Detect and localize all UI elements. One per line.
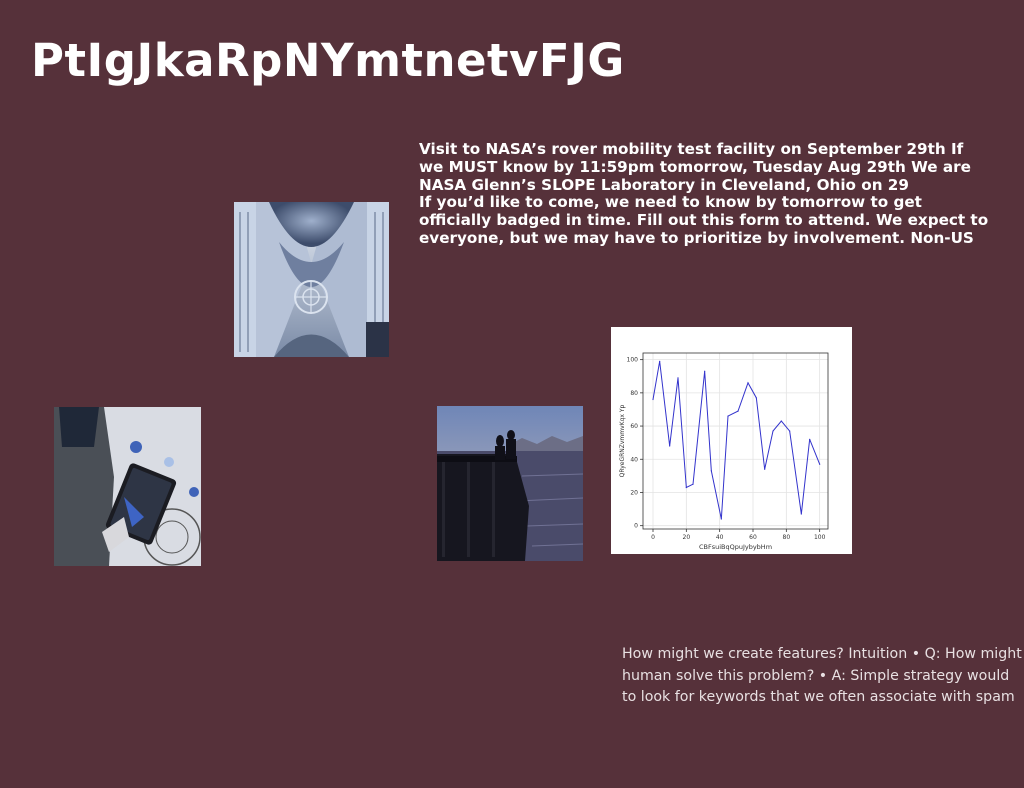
data-point [685, 486, 687, 489]
data-point [819, 463, 821, 465]
body-line: we MUST know by 11:59pm tomorrow, Tuesda… [419, 157, 971, 176]
caption-text: How might we create features? Intuition … [622, 644, 1022, 709]
y-tick-label: 20 [630, 489, 638, 496]
data-point [789, 430, 791, 432]
x-axis-label: CBFsuiBqQpuJybybHm [699, 543, 772, 551]
caption-line: human solve this problem? • A: Simple st… [622, 667, 1010, 684]
data-point [800, 513, 802, 515]
cathedral-ceiling-photo [234, 202, 389, 357]
data-point [755, 397, 757, 399]
data-point [677, 377, 679, 379]
data-point [780, 420, 782, 422]
data-point [652, 398, 654, 401]
body-line: officially badged in time. Fill out this… [419, 211, 989, 230]
x-tick-label: 40 [716, 534, 724, 541]
body-text: Visit to NASA’s rover mobility test faci… [419, 140, 1019, 248]
x-tick-label: 20 [683, 534, 691, 541]
data-point [764, 468, 766, 470]
data-point [704, 370, 706, 372]
y-tick-label: 60 [630, 423, 638, 430]
caption-line: How might we create features? Intuition … [622, 646, 1022, 662]
data-point [710, 470, 712, 472]
data-point [669, 445, 671, 447]
body-line: Visit to NASA’s rover mobility test faci… [419, 140, 964, 158]
data-point [692, 483, 694, 485]
data-point [809, 438, 811, 440]
line-chart-panel: 0 20 40 60 80 100 0 20 40 60 80 100 CBFsuiBqQpuJyby… [611, 327, 852, 554]
y-tick-label: 0 [634, 523, 638, 530]
line-chart: 0 20 40 60 80 100 0 20 40 60 80 100 CBFsuiBqQpuJyby… [619, 352, 829, 551]
data-point [727, 415, 729, 417]
y-tick-label: 40 [630, 456, 638, 463]
caption-line: to look for keywords that we often assoc… [622, 689, 1015, 705]
data-point [659, 360, 661, 362]
data-point [720, 518, 722, 520]
data-point [772, 430, 774, 432]
x-tick-label: 0 [651, 534, 655, 541]
tablet-drawing-photo [54, 407, 201, 566]
slide-title: PtIgJkaRpNYmtnetvFJG [31, 34, 625, 87]
x-tick-label: 100 [814, 534, 826, 541]
data-point [747, 382, 749, 384]
body-line: NASA Glenn’s SLOPE Laboratory in Clevela… [419, 175, 909, 194]
y-axis-label: QRyeGRNZvmmvKqx Yp [619, 404, 626, 477]
body-line: If you’d like to come, we need to know b… [419, 193, 922, 212]
y-tick-label: 100 [627, 357, 639, 364]
pier-silhouettes-photo [437, 406, 583, 561]
y-tick-label: 80 [630, 390, 638, 397]
x-tick-label: 80 [783, 534, 791, 541]
x-tick-label: 60 [749, 534, 757, 541]
data-point [737, 410, 739, 412]
plot-frame [642, 352, 829, 530]
body-line: everyone, but we may have to prioritize … [419, 228, 974, 247]
chart-series-line [652, 361, 821, 520]
